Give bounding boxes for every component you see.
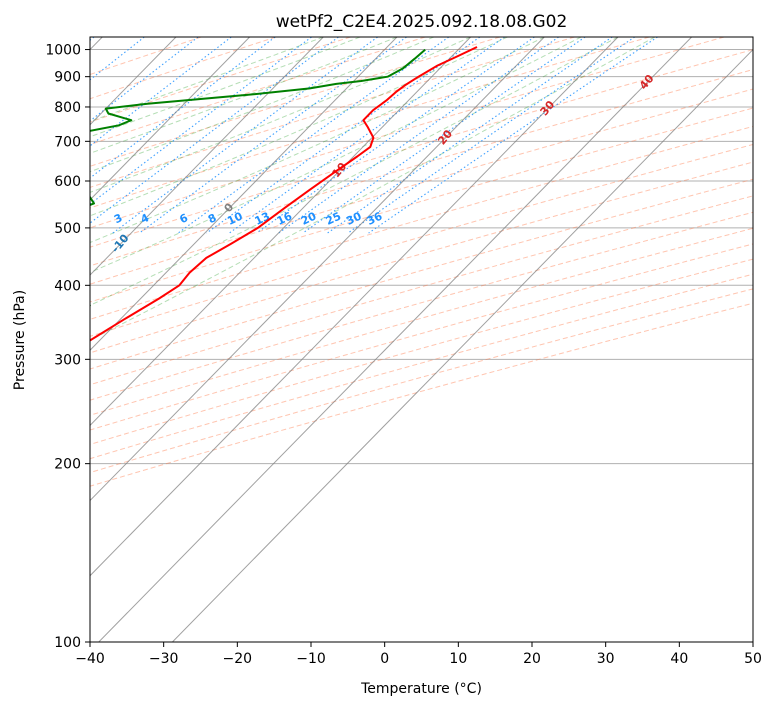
x-tick-label: −40	[75, 651, 105, 667]
mixing-ratio-label: 25	[324, 210, 343, 228]
mixing-ratio-line	[90, 37, 232, 147]
isotherm-line	[172, 48, 753, 642]
mixing-ratio-label: 10	[225, 209, 245, 227]
moist-adiabat-line	[90, 37, 619, 306]
mixing-ratio-line	[90, 37, 199, 122]
y-axis-label: Pressure (hPa)	[12, 290, 28, 390]
mixing-ratio-line	[206, 37, 481, 234]
temperature-line	[90, 46, 478, 342]
x-tick-label: 50	[744, 651, 762, 667]
plot-border	[89, 36, 754, 643]
mixing-ratio-line	[112, 37, 378, 234]
moist-adiabat-line	[90, 37, 582, 274]
chart-title: wetPf2_C2E4.2025.092.18.08.G02	[276, 12, 568, 32]
moist-adiabat-line	[90, 37, 656, 341]
y-tick-label: 500	[54, 221, 81, 237]
plot-area	[90, 37, 753, 642]
mixing-ratio-line	[139, 37, 407, 234]
dry-adiabat-line	[90, 69, 753, 267]
mixing-ratio-line	[256, 37, 535, 234]
mixing-ratio-label: 36	[365, 209, 385, 227]
dry-adiabat-line	[90, 211, 753, 401]
y-tick-label: 1000	[45, 43, 81, 59]
x-tick-label: 40	[670, 651, 688, 667]
isobar-gridlines	[90, 49, 753, 642]
dry-adiabat-line	[90, 273, 753, 460]
dry-adiabat-line	[90, 49, 753, 248]
mixing-ratio-label: 20	[299, 209, 319, 227]
dry-adiabat-line	[90, 37, 650, 209]
isotherm-line	[90, 37, 619, 577]
plot-background	[90, 37, 753, 642]
isotherm-lines	[90, 37, 753, 642]
y-tick-label: 600	[54, 174, 81, 190]
dry-adiabats	[90, 37, 753, 487]
x-tick-label: 0	[380, 651, 389, 667]
mixing-ratio-label: 1	[17, 211, 29, 226]
dry-adiabat-line	[90, 161, 753, 354]
x-axis-label: Temperature (°C)	[360, 681, 482, 697]
y-tick-label: 400	[54, 278, 81, 294]
moist-adiabat-line	[90, 37, 545, 244]
x-axis-ticks: −40 −30 −20 −10 0 10 20 30 40 50	[75, 642, 762, 667]
x-tick-label: −20	[223, 651, 253, 667]
moist-adiabats	[90, 37, 656, 341]
x-tick-label: 10	[449, 651, 467, 667]
y-tick-label: 300	[54, 352, 81, 368]
profile-series	[90, 46, 478, 342]
mixing-ratio-line	[90, 37, 339, 224]
moist-adiabat-line	[90, 37, 361, 138]
plot-frame	[89, 36, 754, 643]
isotherm-line	[90, 37, 545, 502]
mixing-ratio-label: 13	[253, 210, 272, 228]
y-tick-label: 200	[54, 457, 81, 473]
x-tick-label: 30	[597, 651, 615, 667]
x-tick-label: −10	[296, 651, 326, 667]
dewpoint-line	[90, 48, 426, 308]
dry-adiabat-line	[90, 37, 725, 229]
moist-adiabat-line	[90, 37, 398, 154]
mixing-ratio-line	[302, 37, 586, 234]
dry-adiabat-line	[90, 195, 753, 386]
dry-adiabat-line	[90, 37, 426, 146]
isotherm-line	[98, 37, 692, 642]
moist-adiabat-line	[90, 37, 324, 122]
isotherm-line	[90, 37, 471, 427]
dry-adiabat-line	[90, 302, 753, 487]
y-axis-ticks: 100 200 300 400 500 600 700 800 900 1000	[45, 43, 90, 651]
mixing-ratio-line	[90, 37, 145, 81]
x-tick-label: 20	[523, 651, 541, 667]
y-tick-label: 900	[54, 70, 81, 86]
y-tick-label: 100	[54, 635, 81, 651]
isotherm-line	[90, 37, 324, 276]
isotherm-line	[90, 37, 398, 351]
mixing-ratio-line	[327, 37, 613, 234]
dry-adiabat-line	[90, 88, 753, 285]
y-tick-label: 800	[54, 100, 81, 116]
mixing-ratio-line	[228, 37, 505, 234]
mixing-ratio-line	[278, 37, 559, 234]
isotherm-line	[90, 37, 250, 201]
moist-adiabat-line	[90, 37, 471, 193]
x-tick-label: −30	[149, 651, 179, 667]
dry-adiabat-line	[90, 227, 753, 416]
mixing-ratio-line	[177, 37, 450, 234]
dry-adiabat-line	[90, 243, 753, 431]
y-tick-label: 700	[54, 134, 81, 150]
mixing-ratio-label: 30	[344, 209, 364, 227]
dry-adiabat-line	[90, 37, 575, 188]
mixing-ratio-label: 16	[275, 209, 295, 227]
mixing-ratio-lines	[90, 37, 658, 234]
